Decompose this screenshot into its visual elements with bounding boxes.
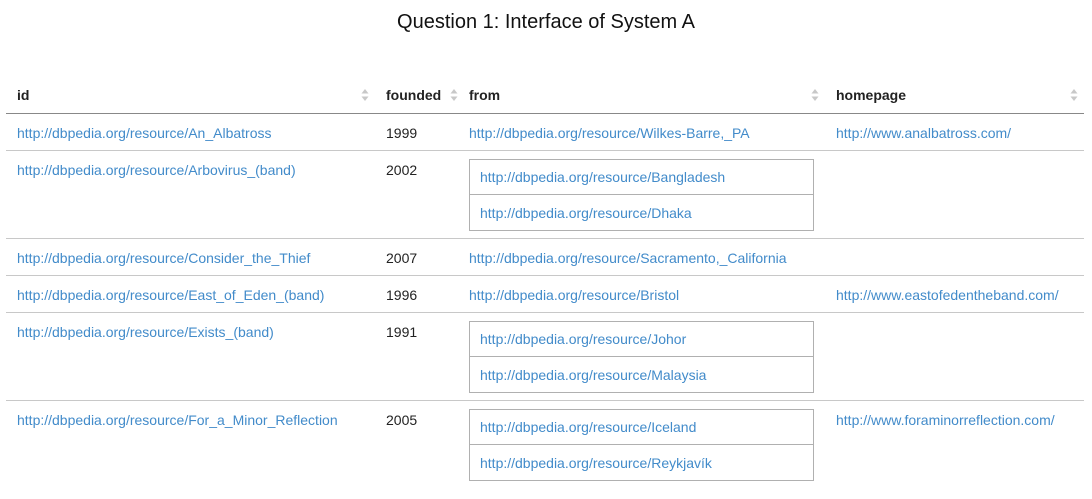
cell-id: http://dbpedia.org/resource/An_Albatross bbox=[6, 114, 375, 151]
column-header-id[interactable]: id bbox=[6, 77, 375, 114]
id-link[interactable]: http://dbpedia.org/resource/An_Albatross bbox=[17, 125, 272, 141]
column-header-founded[interactable]: founded bbox=[375, 77, 458, 114]
results-table: id founded from homepage bbox=[6, 77, 1084, 488]
cell-homepage: http://www.eastofedentheband.com/ bbox=[825, 275, 1084, 313]
from-link[interactable]: http://dbpedia.org/resource/Dhaka bbox=[480, 204, 692, 221]
cell-founded: 1999 bbox=[386, 125, 418, 141]
from-link[interactable]: http://dbpedia.org/resource/Bristol bbox=[469, 287, 680, 303]
from-list-item: http://dbpedia.org/resource/Dhaka bbox=[469, 195, 814, 231]
table-row: http://dbpedia.org/resource/East_of_Eden… bbox=[6, 275, 1084, 313]
from-link[interactable]: http://dbpedia.org/resource/Sacramento,_… bbox=[469, 250, 787, 266]
cell-from: http://dbpedia.org/resource/Bangladesh h… bbox=[458, 150, 825, 239]
from-link[interactable]: http://dbpedia.org/resource/Iceland bbox=[480, 419, 697, 435]
column-header-label: id bbox=[17, 87, 30, 103]
cell-founded: 2005 bbox=[375, 400, 458, 488]
cell-id: http://dbpedia.org/resource/Exists_(band… bbox=[6, 312, 375, 401]
cell-founded: 2007 bbox=[375, 238, 458, 276]
homepage-link[interactable]: http://www.foraminorreflection.com/ bbox=[836, 412, 1055, 428]
cell-founded: 1991 bbox=[375, 312, 458, 401]
homepage-link[interactable]: http://www.analbatross.com/ bbox=[836, 125, 1012, 141]
from-list-item: http://dbpedia.org/resource/Johor bbox=[469, 321, 814, 357]
table-row: http://dbpedia.org/resource/Arbovirus_(b… bbox=[6, 150, 1084, 239]
table-body: http://dbpedia.org/resource/An_Albatross… bbox=[6, 114, 1084, 488]
cell-from: http://dbpedia.org/resource/Wilkes-Barre… bbox=[458, 114, 825, 151]
cell-from: http://dbpedia.org/resource/Sacramento,_… bbox=[458, 238, 825, 276]
id-link[interactable]: http://dbpedia.org/resource/Consider_the… bbox=[17, 250, 311, 266]
sort-icon[interactable] bbox=[811, 88, 819, 102]
id-link[interactable]: http://dbpedia.org/resource/East_of_Eden… bbox=[17, 287, 325, 303]
from-link[interactable]: http://dbpedia.org/resource/Bangladesh bbox=[480, 169, 726, 185]
id-link[interactable]: http://dbpedia.org/resource/Exists_(band… bbox=[17, 324, 274, 340]
cell-id: http://dbpedia.org/resource/Consider_the… bbox=[6, 238, 375, 276]
page-title: Question 1: Interface of System A bbox=[397, 11, 695, 33]
cell-id: http://dbpedia.org/resource/East_of_Eden… bbox=[6, 275, 375, 313]
table-row: http://dbpedia.org/resource/An_Albatross… bbox=[6, 114, 1084, 151]
sort-icon[interactable] bbox=[450, 88, 458, 102]
cell-homepage bbox=[825, 150, 1084, 239]
from-list-item: http://dbpedia.org/resource/Reykjavík bbox=[469, 445, 814, 481]
from-list-item: http://dbpedia.org/resource/Iceland bbox=[469, 409, 814, 445]
cell-from: http://dbpedia.org/resource/Bristol bbox=[458, 275, 825, 313]
sort-icon[interactable] bbox=[361, 88, 369, 102]
from-link[interactable]: http://dbpedia.org/resource/Johor bbox=[480, 331, 687, 347]
from-link[interactable]: http://dbpedia.org/resource/Reykjavík bbox=[480, 454, 712, 471]
table-header: id founded from homepage bbox=[6, 77, 1084, 114]
from-list: http://dbpedia.org/resource/Iceland http… bbox=[469, 409, 814, 481]
table-row: http://dbpedia.org/resource/For_a_Minor_… bbox=[6, 400, 1084, 488]
cell-founded: 2002 bbox=[375, 150, 458, 239]
from-list-item: http://dbpedia.org/resource/Malaysia bbox=[469, 357, 814, 393]
cell-homepage: http://www.analbatross.com/ bbox=[825, 114, 1084, 151]
cell-id: http://dbpedia.org/resource/For_a_Minor_… bbox=[6, 400, 375, 488]
column-header-homepage[interactable]: homepage bbox=[825, 77, 1084, 114]
from-list: http://dbpedia.org/resource/Bangladesh h… bbox=[469, 159, 814, 231]
homepage-link[interactable]: http://www.eastofedentheband.com/ bbox=[836, 287, 1059, 303]
table-row: http://dbpedia.org/resource/Exists_(band… bbox=[6, 312, 1084, 401]
cell-from: http://dbpedia.org/resource/Iceland http… bbox=[458, 400, 825, 488]
cell-homepage bbox=[825, 238, 1084, 276]
column-header-label: homepage bbox=[836, 87, 907, 103]
column-header-from[interactable]: from bbox=[458, 77, 825, 114]
from-link[interactable]: http://dbpedia.org/resource/Wilkes-Barre… bbox=[469, 125, 750, 141]
header-row: id founded from homepage bbox=[6, 77, 1084, 114]
id-link[interactable]: http://dbpedia.org/resource/For_a_Minor_… bbox=[17, 412, 338, 428]
column-header-label: from bbox=[469, 87, 501, 103]
cell-founded: 1996 bbox=[375, 275, 458, 313]
id-link[interactable]: http://dbpedia.org/resource/Arbovirus_(b… bbox=[17, 162, 296, 178]
table-row: http://dbpedia.org/resource/Consider_the… bbox=[6, 238, 1084, 276]
cell-id: http://dbpedia.org/resource/Arbovirus_(b… bbox=[6, 150, 375, 239]
from-link[interactable]: http://dbpedia.org/resource/Malaysia bbox=[480, 366, 707, 383]
cell-homepage bbox=[825, 312, 1084, 401]
column-header-label: founded bbox=[386, 87, 442, 103]
from-list: http://dbpedia.org/resource/Johor http:/… bbox=[469, 321, 814, 393]
cell-from: http://dbpedia.org/resource/Johor http:/… bbox=[458, 312, 825, 401]
cell-homepage: http://www.foraminorreflection.com/ bbox=[825, 400, 1084, 488]
sort-icon[interactable] bbox=[1070, 88, 1078, 102]
from-list-item: http://dbpedia.org/resource/Bangladesh bbox=[469, 159, 814, 195]
